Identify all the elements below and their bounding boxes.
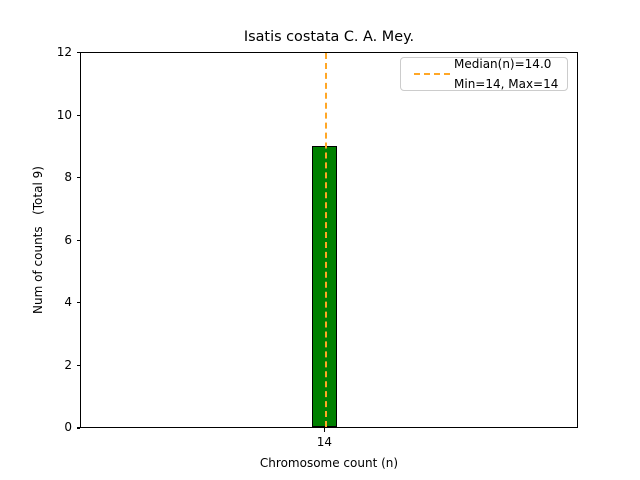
ytick-mark-10: [76, 114, 80, 116]
chart-title: Isatis costata C. A. Mey.: [243, 29, 415, 45]
legend-label-median: Median(n)=14.0: [454, 57, 552, 71]
ytick-label-2: 2: [64, 357, 72, 372]
ytick-label-8: 8: [64, 170, 72, 185]
ytick-mark-12: [76, 51, 80, 54]
plot-area: [81, 53, 577, 427]
xtick-mark-14: [323, 428, 325, 432]
ytick-label-4: 4: [64, 295, 72, 310]
legend-text-column: Median(n)=14.0 Min=14, Max=14: [454, 54, 558, 94]
ytick-mark-6: [76, 239, 80, 241]
dashed-line-icon: [414, 73, 450, 75]
ytick-label-6: 6: [64, 232, 72, 247]
ytick-mark-2: [76, 364, 80, 366]
ytick-label-0: 0: [64, 420, 72, 435]
x-axis-label: Chromosome count (n): [259, 456, 399, 470]
ytick-mark-4: [76, 302, 80, 304]
legend-entry-median: Median(n)=14.0 Min=14, Max=14: [410, 57, 558, 91]
plot-axes-frame: [80, 52, 578, 428]
y-axis-label: Num of counts (Total 9): [31, 166, 45, 314]
chart-legend: Median(n)=14.0 Min=14, Max=14: [400, 57, 569, 91]
ytick-label-10: 10: [56, 107, 72, 122]
legend-swatch-cell-median: [410, 73, 454, 75]
ytick-mark-0: [76, 427, 80, 429]
ytick-label-12: 12: [56, 45, 72, 60]
median-line: [324, 53, 327, 427]
legend-label-minmax: Min=14, Max=14: [454, 77, 559, 91]
ytick-mark-8: [76, 177, 80, 179]
xtick-label-14: 14: [316, 435, 333, 449]
